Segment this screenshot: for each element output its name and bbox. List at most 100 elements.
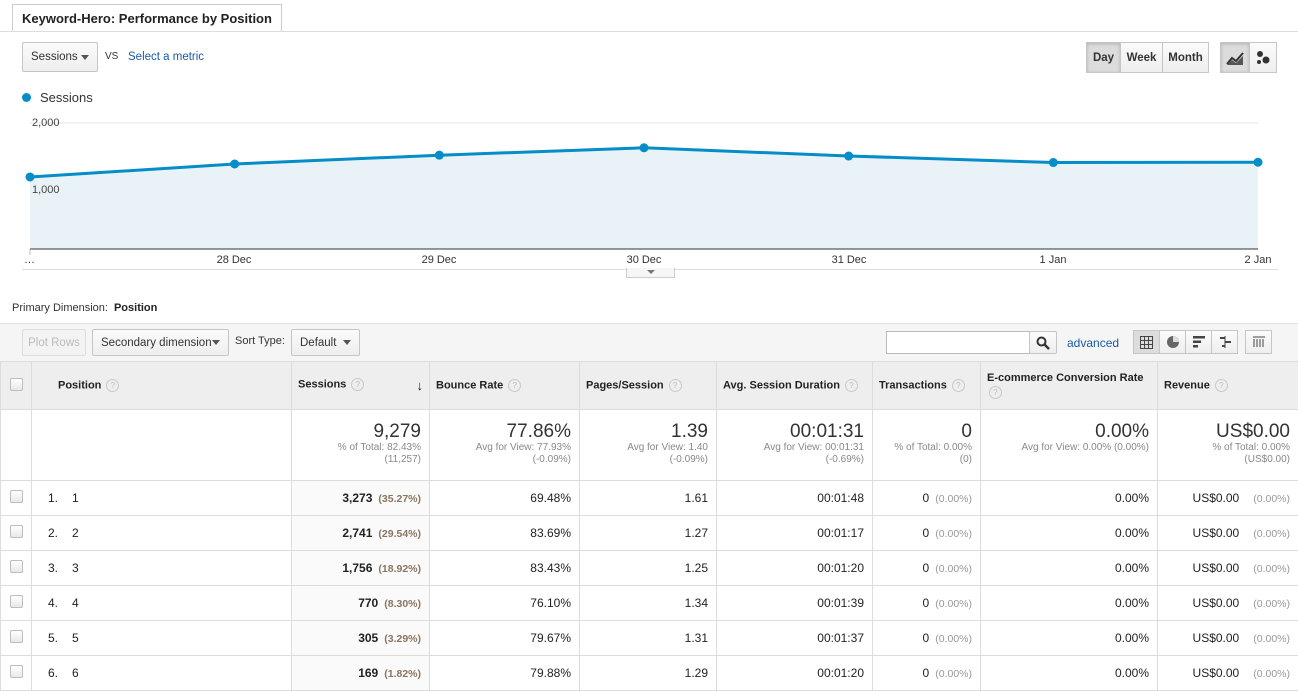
week-button[interactable]: Week [1120, 42, 1163, 73]
line-chart-icon[interactable] [1220, 42, 1250, 73]
row-checkbox[interactable] [10, 490, 23, 503]
sort-type-value: Default [300, 337, 336, 349]
total-sub: Avg for View: 77.93% [436, 442, 571, 454]
day-button[interactable]: Day [1086, 42, 1121, 73]
collapse-chart-icon[interactable] [626, 268, 675, 278]
position-link[interactable]: 2 [72, 526, 79, 540]
data-point[interactable] [1049, 158, 1058, 167]
bounce-cell: 69.48% [430, 481, 580, 516]
transactions-pct: (0.00%) [935, 598, 972, 610]
revenue-value: US$0.00 [1193, 526, 1240, 540]
row-checkbox-cell [1, 551, 32, 586]
pages-cell: 1.25 [580, 551, 717, 586]
position-link[interactable]: 5 [72, 631, 79, 645]
help-icon[interactable]: ? [845, 379, 858, 392]
motion-chart-icon[interactable] [1249, 42, 1277, 73]
position-link[interactable]: 6 [72, 666, 79, 680]
transactions-pct: (0.00%) [935, 563, 972, 575]
sessions-cell: 169(1.82%) [292, 656, 430, 691]
sessions-cell: 3,273(35.27%) [292, 481, 430, 516]
row-checkbox[interactable] [10, 560, 23, 573]
chevron-down-icon [212, 340, 220, 345]
header-transactions[interactable]: Transactions? [873, 362, 981, 410]
legend-dot-icon [22, 93, 31, 102]
header-bounce-rate[interactable]: Bounce Rate? [430, 362, 580, 410]
help-icon[interactable]: ? [351, 378, 364, 391]
header-position[interactable]: Position? [32, 362, 292, 410]
row-index: 1. [48, 491, 58, 505]
row-checkbox[interactable] [10, 665, 23, 678]
x-tick-label: 1 Jan [1040, 254, 1067, 266]
header-pages-session[interactable]: Pages/Session? [580, 362, 717, 410]
position-link[interactable]: 4 [72, 596, 79, 610]
conversion-cell: 0.00% [981, 516, 1158, 551]
duration-cell: 00:01:20 [717, 551, 873, 586]
plot-rows-button[interactable]: Plot Rows [22, 329, 86, 356]
secondary-dimension-dropdown[interactable]: Secondary dimension [92, 329, 229, 356]
help-icon[interactable]: ? [952, 379, 965, 392]
row-checkbox[interactable] [10, 630, 23, 643]
pie-view-icon[interactable] [1159, 330, 1186, 354]
total-sub: % of Total: 0.00% [879, 442, 972, 454]
total-sub: Avg for View: 00:01:31 [723, 442, 864, 454]
sessions-pct: (8.30%) [384, 598, 421, 610]
data-point[interactable] [230, 160, 239, 169]
header-sessions-label: Sessions [298, 378, 346, 390]
help-icon[interactable]: ? [669, 379, 682, 392]
revenue-pct: (0.00%) [1253, 598, 1290, 610]
secondary-dimension-label: Secondary dimension [101, 337, 212, 349]
total-value: 0 [879, 422, 972, 442]
header-revenue[interactable]: Revenue? [1158, 362, 1298, 410]
header-sessions[interactable]: Sessions? ↓ [292, 362, 430, 410]
revenue-cell: US$0.00(0.00%) [1158, 516, 1298, 551]
total-sub: (-0.09%) [586, 454, 708, 466]
bounce-cell: 79.67% [430, 621, 580, 656]
x-tick-label: 28 Dec [217, 254, 252, 266]
x-tick-label: 30 Dec [627, 254, 662, 266]
data-point[interactable] [26, 172, 35, 181]
sort-type-dropdown[interactable]: Default [291, 329, 360, 356]
transactions-value: 0 [923, 561, 930, 575]
metric-dropdown[interactable]: Sessions [22, 42, 98, 72]
header-conversion-rate[interactable]: E-commerce Conversion Rate? [981, 362, 1158, 410]
sort-type-label: Sort Type: [235, 335, 285, 347]
revenue-cell: US$0.00(0.00%) [1158, 621, 1298, 656]
sessions-chart[interactable] [0, 110, 1298, 270]
sort-arrow-down-icon[interactable]: ↓ [417, 378, 424, 393]
table-view-icon[interactable] [1133, 330, 1160, 354]
data-point[interactable] [640, 143, 649, 152]
data-table: Position? Sessions? ↓ Bounce Rate? Pages/… [0, 361, 1298, 691]
select-all-checkbox[interactable] [10, 378, 23, 391]
total-value: US$0.00 [1164, 422, 1290, 442]
data-point[interactable] [435, 151, 444, 160]
data-point[interactable] [1254, 158, 1263, 167]
report-tab[interactable]: Keyword-Hero: Performance by Position [12, 4, 282, 32]
table-row: 1.1 3,273(35.27%) 69.48% 1.61 00:01:48 0… [1, 481, 1298, 516]
total-sub: Avg for View: 0.00% (0.00%) [987, 442, 1149, 454]
search-button[interactable] [1029, 331, 1057, 354]
help-icon[interactable]: ? [1215, 379, 1228, 392]
performance-view-icon[interactable] [1185, 330, 1212, 354]
position-link[interactable]: 1 [72, 491, 79, 505]
position-link[interactable]: 3 [72, 561, 79, 575]
pivot-view-icon[interactable] [1245, 330, 1272, 354]
position-cell: 4.4 [32, 586, 292, 621]
revenue-value: US$0.00 [1193, 491, 1240, 505]
help-icon[interactable]: ? [508, 379, 521, 392]
chart-type-toggle [1221, 42, 1277, 73]
data-point[interactable] [844, 152, 853, 161]
sessions-value: 1,756 [342, 561, 372, 575]
advanced-link[interactable]: advanced [1067, 336, 1119, 350]
sessions-cell: 305(3.29%) [292, 621, 430, 656]
help-icon[interactable]: ? [989, 386, 1002, 399]
month-button[interactable]: Month [1162, 42, 1209, 73]
select-metric-link[interactable]: Select a metric [128, 51, 204, 63]
comparison-view-icon[interactable] [1211, 330, 1238, 354]
row-checkbox[interactable] [10, 525, 23, 538]
primary-dimension-value[interactable]: Position [114, 302, 157, 314]
help-icon[interactable]: ? [106, 379, 119, 392]
duration-cell: 00:01:20 [717, 656, 873, 691]
table-search-input[interactable] [886, 331, 1030, 354]
row-checkbox[interactable] [10, 595, 23, 608]
header-avg-duration[interactable]: Avg. Session Duration? [717, 362, 873, 410]
